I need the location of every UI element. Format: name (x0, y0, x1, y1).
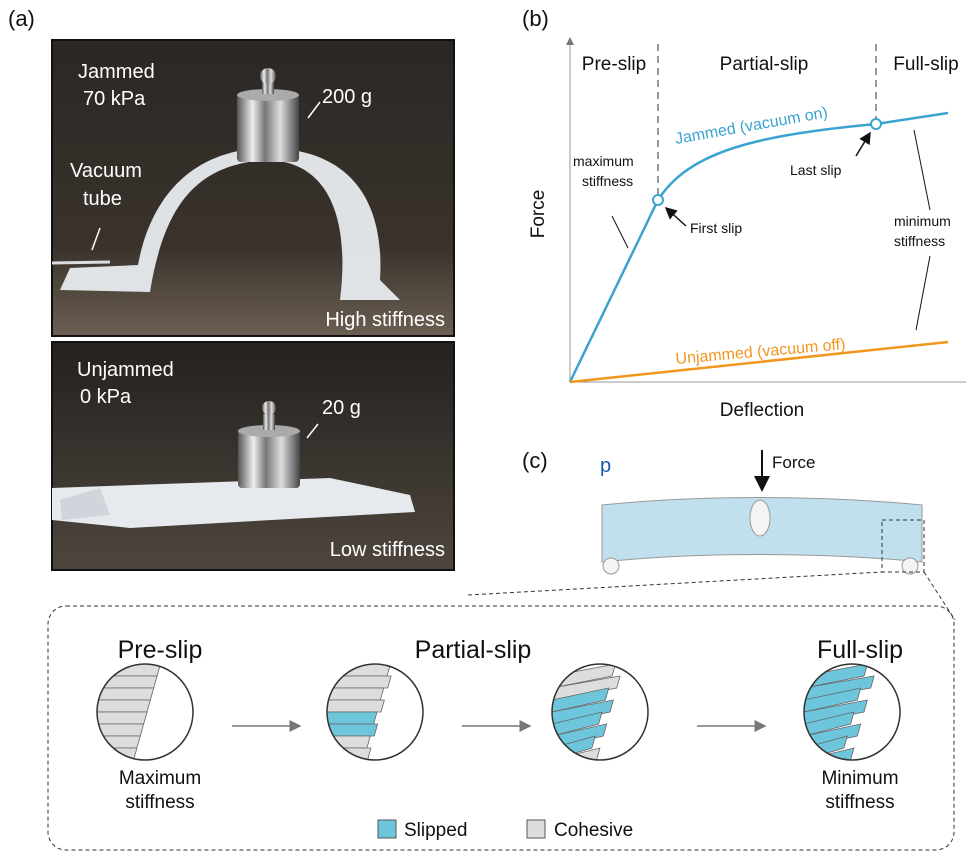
layer (97, 664, 160, 676)
slip-point (653, 195, 663, 205)
pressure-label: p (600, 455, 611, 477)
layer (327, 700, 384, 712)
shape (238, 430, 300, 488)
stage-caption: Maximum (119, 768, 201, 789)
weight-label: 20 g (322, 397, 361, 419)
panel-label: (b) (522, 6, 549, 31)
legend-swatch (378, 820, 396, 838)
layer (97, 736, 140, 748)
stage-caption: Minimum (821, 768, 898, 789)
slip-diagram (804, 664, 900, 772)
slip-diagrams (97, 664, 900, 772)
stage-title: Full-slip (817, 636, 903, 664)
stage-caption: stiffness (825, 792, 894, 813)
leader (856, 133, 870, 156)
layer (97, 688, 154, 700)
slip-diagram (552, 664, 648, 772)
tube-label: Vacuum (70, 160, 142, 182)
page: (a) Jammed 70 kPa 200 g Vacuum tube High… (0, 0, 968, 858)
panel-label: (a) (8, 6, 35, 31)
shape (52, 262, 110, 263)
layer (327, 736, 370, 748)
x-axis-label: Deflection (720, 400, 805, 421)
region-label: Pre-slip (582, 54, 646, 75)
layer (97, 676, 157, 688)
annotation: First slip (690, 220, 742, 236)
annotation: stiffness (582, 173, 633, 189)
curve-label: Jammed (vacuum on) (674, 104, 829, 148)
force-label: Force (772, 453, 815, 472)
state-label: Unjammed (77, 359, 174, 381)
layer (97, 724, 144, 736)
annotation: Last slip (790, 162, 842, 178)
layer (327, 712, 377, 724)
y-axis-label: Force (528, 190, 549, 239)
legend-label: Slipped (404, 820, 467, 841)
stage-caption: stiffness (125, 792, 194, 813)
legend-swatch (527, 820, 545, 838)
layer (327, 664, 390, 676)
stiffness-label: Low stiffness (330, 539, 445, 561)
shape (750, 500, 770, 536)
zoom-line (924, 572, 955, 620)
weight-label: 200 g (322, 86, 372, 108)
shape (263, 414, 275, 430)
curve-label: Unjammed (vacuum off) (675, 336, 846, 368)
layer (97, 712, 147, 724)
shape (237, 94, 299, 162)
annotation: stiffness (894, 233, 945, 249)
photo-jammed: Jammed 70 kPa 200 g Vacuum tube High sti… (52, 40, 454, 336)
layer (97, 700, 150, 712)
stage-title: Partial-slip (415, 636, 532, 664)
panel-label: (c) (522, 448, 548, 473)
panel-a: (a) Jammed 70 kPa 200 g Vacuum tube High… (8, 6, 454, 570)
pressure-label: 70 kPa (83, 88, 146, 110)
photo-unjammed: Unjammed 0 kPa 20 g Low stiffness (52, 342, 454, 570)
leader (914, 130, 930, 210)
region-label: Full-slip (893, 54, 958, 75)
zoom-line (468, 572, 882, 595)
panel-b: (b) Pre-slip Partial-slip Full-slip Forc… (522, 6, 966, 421)
region-label: Partial-slip (720, 54, 809, 75)
beam (602, 498, 924, 575)
tube-label: tube (83, 188, 122, 210)
stage-title: Pre-slip (118, 636, 203, 664)
annotation: minimum (894, 213, 951, 229)
layer (327, 724, 378, 736)
pressure-label: 0 kPa (80, 386, 132, 408)
stiffness-label: High stiffness (325, 309, 445, 331)
annotation: maximum (573, 153, 634, 169)
leader (612, 216, 628, 248)
layer (327, 688, 384, 700)
shape (262, 401, 276, 415)
leader (666, 208, 686, 226)
state-label: Jammed (78, 61, 155, 83)
legend-label: Cohesive (554, 820, 633, 841)
shape (603, 558, 619, 574)
figure: (a) Jammed 70 kPa 200 g Vacuum tube High… (0, 0, 968, 858)
slip-point (871, 119, 881, 129)
leader (916, 256, 930, 330)
shape (260, 68, 276, 84)
